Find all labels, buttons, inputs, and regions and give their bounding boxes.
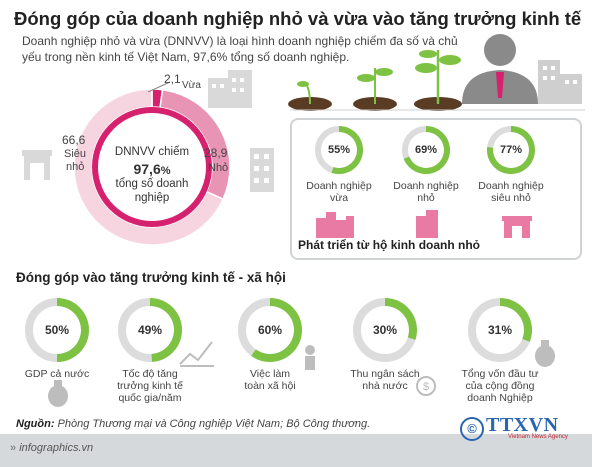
ttxvn-logo-sub: Vietnam News Agency — [508, 434, 568, 440]
growth-chart-icon — [179, 341, 214, 367]
contribution-ring-investment — [500, 298, 533, 342]
growth-labels: 55% 69% 77% Doanh nghiệp vừa Doanh nghiệp… — [290, 118, 582, 258]
dollar-coin-icon: $ — [416, 376, 436, 396]
growth-percent-nho: 69% — [414, 144, 438, 156]
pink-factory-icon — [416, 210, 438, 238]
money-sack-icon — [535, 340, 555, 367]
contribution-label-employment: Việc làm toàn xã hội — [244, 368, 296, 392]
donut-center-value: 97,6% — [133, 161, 171, 177]
donut-center-line1: DNNVV chiếm — [114, 146, 190, 158]
pink-shop-icon — [502, 216, 532, 238]
segment-label-sieu-nho-1: Siêu — [64, 148, 87, 160]
growth-ring-vua — [331, 126, 363, 174]
donut-center-line4: nghiệp — [134, 192, 170, 204]
ttxvn-logo: TTXVN — [486, 414, 559, 436]
svg-text:$: $ — [423, 381, 429, 393]
contribution-ring-growth-rate — [150, 298, 183, 362]
contribution-ring-employment — [251, 298, 302, 362]
growth-caption: Phát triển từ hộ kinh doanh nhỏ — [298, 238, 481, 252]
businessman-icon — [462, 34, 538, 104]
contribution-label-growth-rate: Tốc độ tăng trưởng kinh tế quốc gia/năm — [117, 368, 183, 404]
source-note: Nguồn: Phòng Thương mại và Công nghiệp V… — [16, 418, 371, 430]
contribution-ring-state-budget — [385, 298, 417, 340]
sprout-plant-icon — [288, 50, 462, 111]
contribution-label-investment: Tổng vốn đầu tư của cộng đồng doanh Nghiệp — [461, 368, 539, 404]
growth-label-vua: Doanh nghiệp vừa — [306, 180, 372, 204]
footer-bar — [0, 434, 592, 467]
growth-percent-vua: 55% — [327, 144, 351, 156]
contribution-percent-gdp: 50% — [44, 323, 70, 337]
money-bag-icon — [48, 380, 68, 407]
growth-percent-sieu-nho: 77% — [499, 144, 523, 156]
contribution-labels: 50% GDP cả nước 49% Tốc độ tăng trưởng kinh … — [0, 290, 592, 420]
segment-value-nho: 28,9 — [204, 146, 228, 160]
growth-label-nho: Doanh nghiệp nhỏ — [393, 180, 459, 204]
segment-label-nho: Nhỏ — [208, 162, 229, 174]
segment-value-sieu-nho: 66,6 — [62, 133, 86, 147]
donut-center-line3: tổng số doanh — [115, 178, 189, 190]
pink-buildings-icon — [316, 212, 354, 238]
donut-center — [98, 113, 206, 221]
infographics-logo-icon: » — [10, 442, 17, 454]
worker-icon — [305, 345, 315, 370]
contribution-label-gdp: GDP cả nước — [24, 368, 90, 380]
segment-value-vua: 2,1 — [164, 72, 181, 86]
contribution-ring-gdp — [57, 298, 89, 362]
section2-title: Đóng góp vào tăng trưởng kinh tế - xã hộ… — [16, 270, 286, 285]
footer-url[interactable]: » infographics.vn — [10, 442, 94, 454]
contribution-label-state-budget: Thu ngân sách nhà nước — [350, 368, 420, 392]
growth-rings — [315, 126, 535, 238]
segment-label-sieu-nho-2: nhỏ — [66, 161, 85, 173]
segment-label-vua: Vừa — [182, 80, 201, 91]
contribution-percent-employment: 60% — [257, 323, 283, 337]
contribution-percent-growth-rate: 49% — [137, 323, 163, 337]
page-title: Đóng góp của doanh nghiệp nhỏ và vừa vào… — [14, 8, 582, 29]
contribution-percent-investment: 31% — [487, 323, 513, 337]
shop-icon — [22, 150, 52, 180]
growth-label-sieu-nho: Doanh nghiệp siêu nhỏ — [478, 180, 544, 204]
contribution-percent-state-budget: 30% — [372, 323, 398, 337]
intro-text: Doanh nghiệp nhỏ và vừa (DNNVV) là loại … — [22, 34, 458, 64]
copyright-icon: © — [460, 417, 484, 441]
leader-line — [147, 81, 171, 93]
contribution-rings: $ — [25, 298, 555, 407]
